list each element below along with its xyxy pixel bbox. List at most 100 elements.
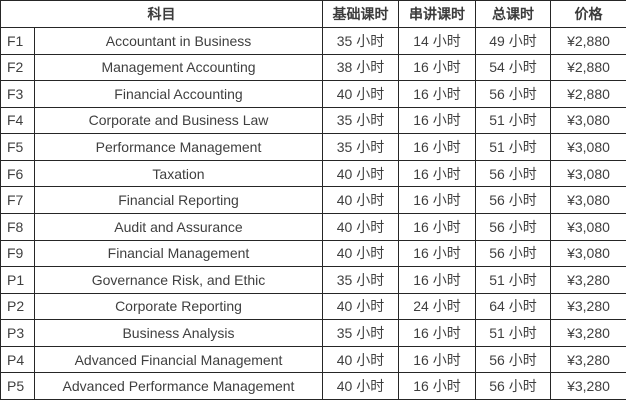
price: ¥2,880 <box>550 53 626 82</box>
basic-hours: 40 小时 <box>322 159 399 188</box>
total-hours: 51 小时 <box>475 266 551 294</box>
basic-hours: 40 小时 <box>322 80 399 108</box>
basic-hours: 35 小时 <box>322 106 399 135</box>
total-hours: 56 小时 <box>475 212 551 241</box>
total-hours: 56 小时 <box>475 186 551 214</box>
course-name: Performance Management <box>34 133 323 161</box>
price: ¥3,080 <box>550 186 626 214</box>
table-row: P5 Advanced Performance Management 40 小时… <box>0 372 626 400</box>
course-code: F2 <box>0 53 35 82</box>
price: ¥3,080 <box>550 106 626 135</box>
total-hours: 56 小时 <box>475 239 551 268</box>
header-price: 价格 <box>550 0 626 28</box>
course-code: F6 <box>0 159 35 188</box>
total-hours: 56 小时 <box>475 345 551 374</box>
basic-hours: 35 小时 <box>322 27 399 55</box>
table-row: F5 Performance Management 35 小时 16 小时 51… <box>0 133 626 161</box>
table-row: F7 Financial Reporting 40 小时 16 小时 56 小时… <box>0 186 626 214</box>
price: ¥2,880 <box>550 27 626 55</box>
basic-hours: 40 小时 <box>322 212 399 241</box>
review-hours: 16 小时 <box>398 345 476 374</box>
basic-hours: 40 小时 <box>322 372 399 400</box>
course-code: F9 <box>0 239 35 268</box>
table-row: F8 Audit and Assurance 40 小时 16 小时 56 小时… <box>0 212 626 241</box>
table-row: F2 Management Accounting 38 小时 16 小时 54 … <box>0 53 626 82</box>
course-name: Business Analysis <box>34 319 323 347</box>
course-name: Corporate and Business Law <box>34 106 323 135</box>
price: ¥3,080 <box>550 159 626 188</box>
course-name: Audit and Assurance <box>34 212 323 241</box>
basic-hours: 40 小时 <box>322 345 399 374</box>
course-name: Management Accounting <box>34 53 323 82</box>
review-hours: 16 小时 <box>398 266 476 294</box>
total-hours: 51 小时 <box>475 133 551 161</box>
table-row: P3 Business Analysis 35 小时 16 小时 51 小时 ¥… <box>0 319 626 347</box>
header-total-hours: 总课时 <box>475 0 551 28</box>
course-code: F3 <box>0 80 35 108</box>
course-code: F7 <box>0 186 35 214</box>
table-row: F4 Corporate and Business Law 35 小时 16 小… <box>0 106 626 135</box>
course-code: F4 <box>0 106 35 135</box>
basic-hours: 38 小时 <box>322 53 399 82</box>
course-code: F8 <box>0 212 35 241</box>
total-hours: 49 小时 <box>475 27 551 55</box>
table-row: F9 Financial Management 40 小时 16 小时 56 小… <box>0 239 626 268</box>
review-hours: 16 小时 <box>398 106 476 135</box>
total-hours: 54 小时 <box>475 53 551 82</box>
course-name: Financial Management <box>34 239 323 268</box>
course-code: P4 <box>0 345 35 374</box>
review-hours: 24 小时 <box>398 292 476 321</box>
review-hours: 16 小时 <box>398 80 476 108</box>
header-basic-hours: 基础课时 <box>322 0 399 28</box>
course-name: Taxation <box>34 159 323 188</box>
basic-hours: 40 小时 <box>322 186 399 214</box>
review-hours: 14 小时 <box>398 27 476 55</box>
price: ¥2,880 <box>550 80 626 108</box>
review-hours: 16 小时 <box>398 159 476 188</box>
total-hours: 51 小时 <box>475 106 551 135</box>
table-row: F1 Accountant in Business 35 小时 14 小时 49… <box>0 27 626 55</box>
header-row: 科目 基础课时 串讲课时 总课时 价格 <box>0 0 626 28</box>
basic-hours: 35 小时 <box>322 319 399 347</box>
price: ¥3,080 <box>550 212 626 241</box>
course-code: P5 <box>0 372 35 400</box>
price: ¥3,280 <box>550 319 626 347</box>
table-row: F6 Taxation 40 小时 16 小时 56 小时 ¥3,080 <box>0 159 626 188</box>
price: ¥3,280 <box>550 266 626 294</box>
course-name: Governance Risk, and Ethic <box>34 266 323 294</box>
price: ¥3,080 <box>550 133 626 161</box>
review-hours: 16 小时 <box>398 239 476 268</box>
course-name: Advanced Financial Management <box>34 345 323 374</box>
review-hours: 16 小时 <box>398 319 476 347</box>
price: ¥3,280 <box>550 372 626 400</box>
price: ¥3,280 <box>550 345 626 374</box>
header-subject: 科目 <box>0 0 323 28</box>
course-name: Financial Reporting <box>34 186 323 214</box>
total-hours: 51 小时 <box>475 319 551 347</box>
price: ¥3,080 <box>550 239 626 268</box>
review-hours: 16 小时 <box>398 372 476 400</box>
course-code: P1 <box>0 266 35 294</box>
basic-hours: 35 小时 <box>322 133 399 161</box>
course-code: F5 <box>0 133 35 161</box>
course-code: P3 <box>0 319 35 347</box>
total-hours: 56 小时 <box>475 80 551 108</box>
total-hours: 56 小时 <box>475 372 551 400</box>
course-code: F1 <box>0 27 35 55</box>
table-row: P2 Corporate Reporting 40 小时 24 小时 64 小时… <box>0 292 626 321</box>
price: ¥3,280 <box>550 292 626 321</box>
total-hours: 64 小时 <box>475 292 551 321</box>
review-hours: 16 小时 <box>398 53 476 82</box>
course-name: Corporate Reporting <box>34 292 323 321</box>
review-hours: 16 小时 <box>398 212 476 241</box>
table-row: P4 Advanced Financial Management 40 小时 1… <box>0 345 626 374</box>
course-name: Accountant in Business <box>34 27 323 55</box>
basic-hours: 35 小时 <box>322 266 399 294</box>
header-review-hours: 串讲课时 <box>398 0 476 28</box>
basic-hours: 40 小时 <box>322 292 399 321</box>
review-hours: 16 小时 <box>398 186 476 214</box>
course-code: P2 <box>0 292 35 321</box>
table-row: P1 Governance Risk, and Ethic 35 小时 16 小… <box>0 266 626 294</box>
